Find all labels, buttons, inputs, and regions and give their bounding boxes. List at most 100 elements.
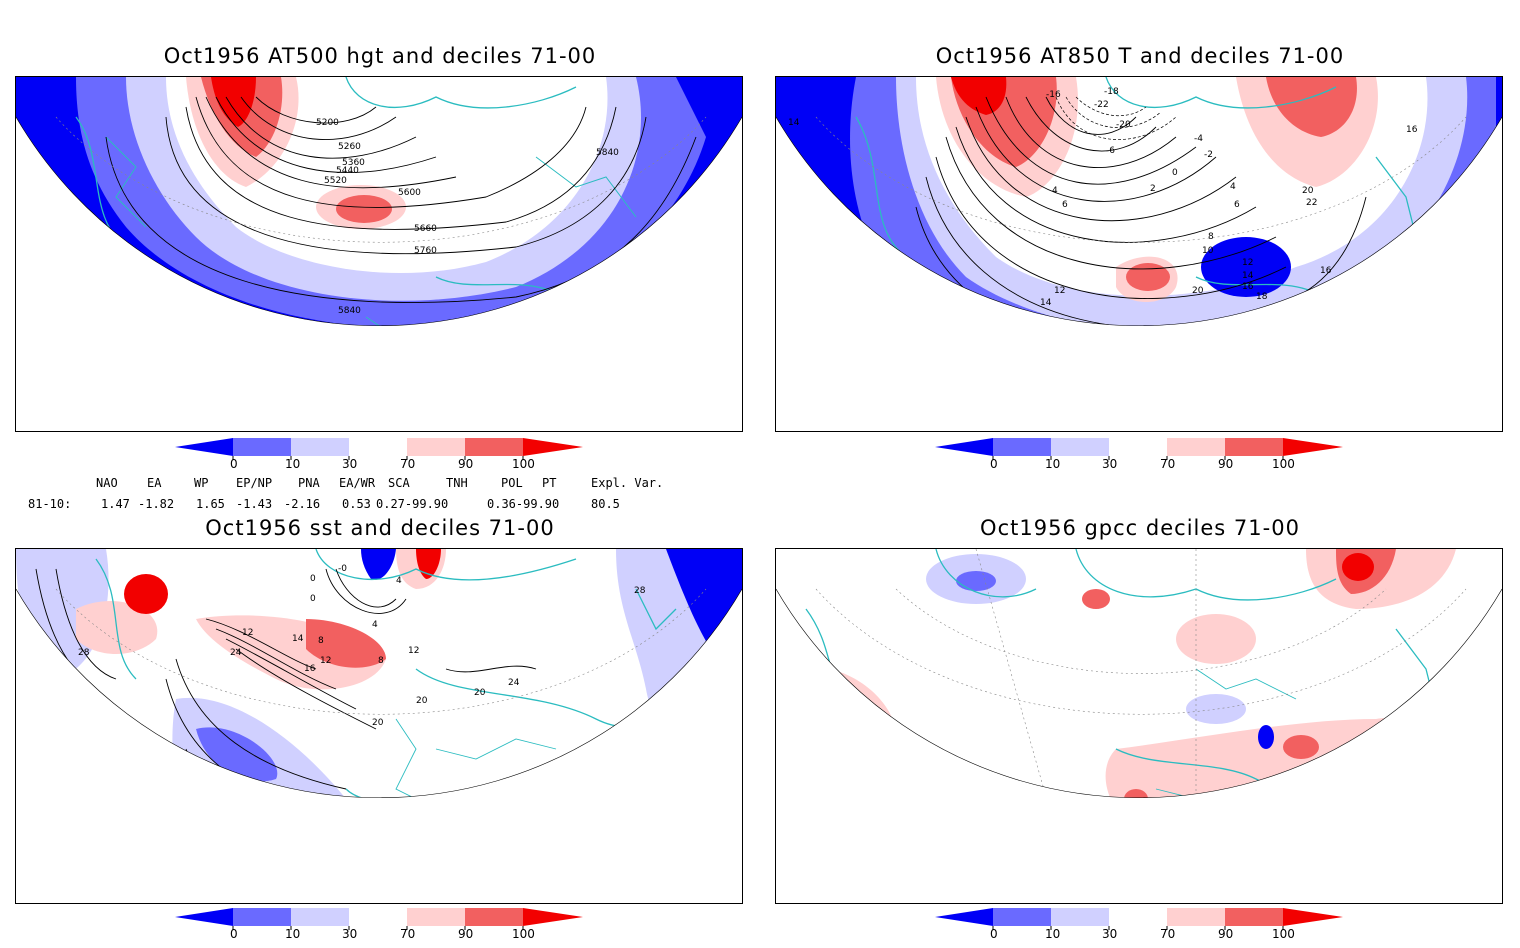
contour-label: 5660 [414,224,437,234]
contour-label: -6 [1106,146,1115,156]
contour-label: 14 [1242,271,1254,281]
contour-label: 4 [372,620,378,630]
contour-label: 6 [1062,200,1068,210]
cbar-seg-light-blue [1051,438,1109,456]
cbar-tick-label: 30 [342,927,357,940]
gpcc-map-outline [776,588,1502,799]
index-value: 0.27-99.90 [376,497,449,511]
contour-label: 5260 [338,142,361,152]
contour-label: 16 [1242,282,1254,292]
t850-contours-dashed [1055,96,1177,140]
panel-title-gpcc: Oct1956 gpcc deciles 71-00 [980,516,1300,540]
contour-label: 0 [310,574,316,584]
contour-label: 4 [1230,182,1236,192]
index-header: EP/NP [236,476,273,490]
contour-label: 16 [1406,125,1418,135]
cbar-seg-light-red [407,438,465,456]
contour-label: 16 [812,205,824,215]
cbar-seg-light-red [1167,438,1225,456]
cbar-tick-label: 90 [458,927,473,940]
cbar-tick-label: 10 [1045,457,1060,471]
hgt-contour-5440 [215,96,437,173]
cbar-tick-label: 0 [230,457,238,471]
hgt-field-mid-red-2 [336,195,392,223]
contour-label: 24 [230,648,242,658]
cbar-seg-mid-blue [233,438,291,456]
contour-label: 20 [704,658,716,668]
panel-title-hgt: Oct1956 AT500 hgt and deciles 71-00 [163,44,597,68]
contour-label: -20 [1116,120,1131,130]
contour-label: 4 [1052,186,1058,196]
gpcc-field-mid-red-2 [1283,735,1319,759]
colorbar-bottom-right: 0 10 30 70 90 100 [935,908,1355,948]
contour-label: 12 [242,628,253,638]
contour-label: 12 [408,646,419,656]
cbar-seg-deep-red [523,438,583,456]
t850-field-mid-red-3 [1126,263,1170,291]
index-header: PNA [298,476,320,490]
contour-label: 16 [1026,380,1038,390]
index-header: SCA [388,476,410,490]
cbar-seg-mid-red [1225,438,1283,456]
contour-label: 0 [310,594,316,604]
index-value: 0.36-99.90 [487,497,560,511]
t850-map-outline [776,116,1502,327]
cbar-tick-label: 70 [400,457,415,471]
cbar-tick-label: 0 [230,927,238,940]
contour-label: 22 [1168,344,1179,354]
contour-label: 5840 [338,306,361,316]
contour-label: 22 [1306,198,1317,208]
contour-label: 6 [1234,200,1240,210]
contour-label: 12 [1242,258,1253,268]
contour-label: -22 [1094,100,1109,110]
contour-label: 5200 [316,118,339,128]
gpcc-field-mid-red-4 [1124,789,1148,798]
cbar-seg-white [1109,908,1167,926]
hgt-contour-5660 [185,106,617,230]
cbar-seg-white [1109,438,1167,456]
contour-label: 10 [1202,246,1214,256]
cbar-seg-deep-blue [935,438,993,456]
cbar-tick-label: 70 [1160,927,1175,940]
contour-label: -16 [1046,90,1061,100]
cbar-tick-label: 10 [1045,927,1060,940]
cbar-tick-label: 100 [512,457,535,471]
index-value: 1.47 [101,497,130,511]
contour-label: 16 [896,324,908,334]
cbar-tick-label: 30 [1102,927,1117,940]
sst-field-mid-blue-2 [276,849,436,903]
cbar-ticks [992,926,1284,930]
map-panel-sst: 24 28 0 -0 0 4 12 14 8 4 8 12 16 24 12 2… [15,548,743,904]
sst-coastline [95,549,697,798]
contour-label: 5840 [298,384,321,394]
contour-label: 28 [318,860,330,870]
cbar-seg-white [349,908,407,926]
gpcc-field-mid-blue-1 [956,571,996,591]
index-header: PT [542,476,557,490]
cbar-tick-label: 100 [1272,457,1295,471]
cbar-seg-deep-red [523,908,583,926]
contour-label: 20 [1184,360,1196,370]
contour-label: 5760 [414,246,437,256]
cbar-tick-label: 100 [512,927,535,940]
map-panel-hgt: 5200 5260 5360 5440 5520 5600 5660 5760 … [15,76,743,432]
colorbar-top-left: 0 10 30 70 90 100 [175,438,595,478]
contour-label: -2 [1204,150,1213,160]
cbar-tick-label: 90 [1218,457,1233,471]
contour-label: 5600 [398,188,421,198]
sst-field-mid-red-1 [306,619,386,668]
t850-field-deep-red-1 [951,77,1007,115]
index-header: WP [194,476,209,490]
cbar-seg-mid-blue [993,438,1051,456]
hgt-contour-5760 [165,116,647,255]
index-header: TNH [446,476,468,490]
index-value: 0.53 [342,497,371,511]
contour-label: 18 [1210,396,1222,406]
contour-label: 12 [1054,286,1065,296]
index-header: Expl. Var. [591,476,664,490]
cbar-tick-label: 90 [458,457,473,471]
contour-label: 20 [416,696,428,706]
contour-label: 16 [1320,266,1332,276]
panel-title-sst: Oct1956 sst and deciles 71-00 [205,516,555,540]
contour-label: 5520 [324,176,347,186]
